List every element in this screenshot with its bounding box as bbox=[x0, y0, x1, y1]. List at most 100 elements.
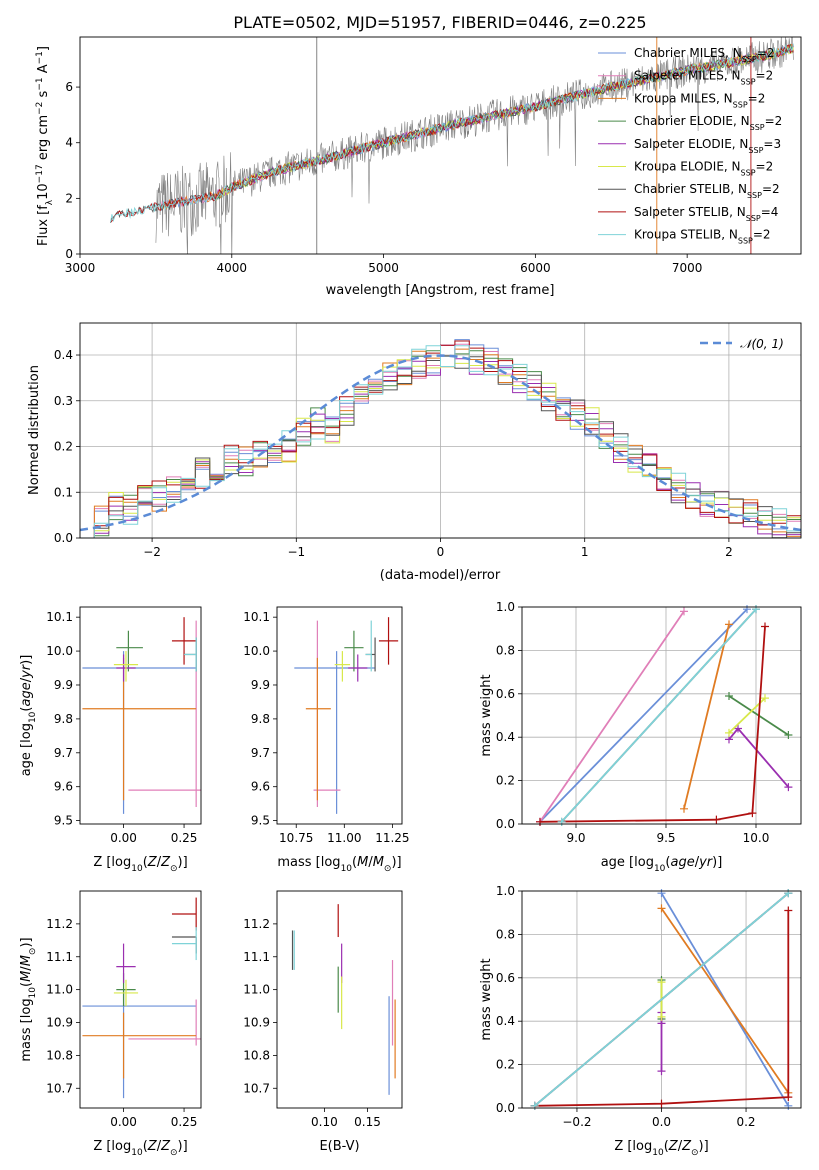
x-tick-label: 1 bbox=[581, 545, 589, 559]
y-tick-label: 10.0 bbox=[243, 644, 270, 658]
x-tick-label: 0.0 bbox=[652, 1115, 671, 1129]
y-tick-label: 9.6 bbox=[251, 780, 270, 794]
weight-marker bbox=[725, 728, 733, 737]
y-tick-label: 0.2 bbox=[496, 774, 515, 788]
y-tick-label: 0 bbox=[65, 247, 73, 261]
legend-entry: Salpeter MILES, NSSP=2 bbox=[634, 69, 773, 87]
weight-marker bbox=[712, 815, 721, 824]
weight-marker bbox=[743, 605, 751, 614]
x-tick-label: −1 bbox=[287, 545, 305, 559]
y-tick-label: 6 bbox=[65, 80, 73, 94]
axes-frame bbox=[79, 322, 802, 539]
y-tick-label: 10.7 bbox=[243, 1081, 270, 1095]
weight-vs-metallicity-panel: −0.2 0.0 0.2 0.0 0.2 0.4 0.6 0.8 1.0 Z [log10(Z/Z… bbox=[479, 884, 802, 1158]
weight-line bbox=[560, 608, 757, 823]
y-tick-label: 9.9 bbox=[54, 678, 73, 692]
weight-marker bbox=[748, 809, 757, 818]
y-tick-label: 9.8 bbox=[54, 712, 73, 726]
y-tick-label: 10.9 bbox=[46, 1016, 73, 1030]
x-tick-label: 9.5 bbox=[656, 831, 675, 845]
weight-vs-age-panel: 9.0 9.5 10.0 0.0 0.2 0.4 0.6 0.8 1.0 age [log10(a… bbox=[479, 600, 802, 874]
weight-marker bbox=[784, 731, 793, 740]
y-tick-label: 11.1 bbox=[243, 950, 270, 964]
weight-marker bbox=[536, 817, 544, 826]
y-tick-label: 0.8 bbox=[496, 643, 515, 657]
axes-frame bbox=[521, 890, 802, 1109]
weight-marker bbox=[784, 1093, 793, 1102]
x-tick-label: 3000 bbox=[65, 261, 96, 275]
histogram-step bbox=[80, 359, 801, 538]
weight-line bbox=[539, 610, 685, 823]
x-tick-label: 10.0 bbox=[743, 831, 770, 845]
y-tick-label: 9.9 bbox=[251, 678, 270, 692]
weight-line bbox=[660, 907, 790, 1094]
legend-entry: Kroupa STELIB, NSSP=2 bbox=[634, 228, 771, 246]
y-tick-label: 0.0 bbox=[54, 531, 73, 545]
x-tick-label: 0 bbox=[437, 545, 445, 559]
residuals-panel: −2 −1 0 1 2 0.0 0.1 0.2 0.3 0.4 𝒩(0, 1) (data-model… bbox=[27, 322, 802, 583]
weight-marker bbox=[530, 1101, 539, 1110]
x-tick-label: −2 bbox=[143, 545, 161, 559]
x-tick-label: 10.75 bbox=[279, 831, 313, 845]
weight-marker bbox=[657, 1099, 666, 1108]
x-tick-label: 11.00 bbox=[327, 831, 361, 845]
y-tick-label: 0.3 bbox=[54, 394, 73, 408]
data-spectrum bbox=[155, 37, 794, 254]
axes-frame bbox=[79, 890, 202, 1109]
y-tick-label: 10.7 bbox=[46, 1081, 73, 1095]
y-tick-label: 11.0 bbox=[243, 983, 270, 997]
x-tick-label: 4000 bbox=[217, 261, 248, 275]
y-tick-label: 10.1 bbox=[46, 610, 73, 624]
x-axis-label: mass [log10(M/M⊙)] bbox=[277, 855, 401, 874]
y-tick-label: 10.1 bbox=[243, 610, 270, 624]
weight-marker bbox=[680, 607, 688, 616]
x-tick-label: 6000 bbox=[520, 261, 551, 275]
weight-marker bbox=[752, 605, 760, 614]
weight-marker bbox=[657, 1067, 666, 1076]
spectrum-panel: 3000 4000 5000 6000 7000 0 2 4 6 Chabrier MILES, … bbox=[35, 36, 802, 298]
y-tick-label: 0.6 bbox=[496, 971, 515, 985]
x-axis-label: E(B-V) bbox=[319, 1139, 359, 1154]
legend-entry: Kroupa MILES, NSSP=2 bbox=[634, 91, 765, 109]
axes-frame bbox=[276, 890, 403, 1109]
weight-marker bbox=[761, 622, 769, 631]
axes-frame bbox=[79, 606, 202, 825]
age-vs-metallicity-panel: 0.00 0.25 9.5 9.6 9.7 9.8 9.9 10.0 10.1 Z [log10(… bbox=[19, 606, 202, 874]
weight-marker bbox=[725, 691, 733, 700]
normal-curve bbox=[80, 354, 801, 532]
y-tick-label: 11.2 bbox=[46, 917, 73, 931]
x-tick-label: 0.10 bbox=[311, 1115, 338, 1129]
weight-line bbox=[539, 608, 748, 823]
x-tick-label: −0.2 bbox=[562, 1115, 591, 1129]
legend-entry: Chabrier MILES, NSSP=2 bbox=[634, 46, 774, 64]
y-tick-label: 9.7 bbox=[251, 746, 270, 760]
mass-vs-ebv-panel: 0.10 0.15 10.7 10.8 10.9 11.0 11.1 11.2 E(B-V) bbox=[243, 890, 403, 1154]
legend-entry: Chabrier ELODIE, NSSP=2 bbox=[634, 114, 782, 132]
y-tick-label: 4 bbox=[65, 136, 73, 150]
age-vs-mass-panel: 10.75 11.00 11.25 9.5 9.6 9.7 9.8 9.9 10.0 10.1 ma… bbox=[243, 606, 410, 874]
x-axis-label: age [log10(age/yr)] bbox=[601, 855, 723, 874]
y-axis-label: Normed distribution bbox=[27, 365, 42, 495]
x-axis-label: (data-model)/error bbox=[380, 568, 501, 583]
weight-line bbox=[534, 892, 789, 1107]
y-tick-label: 2 bbox=[65, 191, 73, 205]
x-tick-label: 0.00 bbox=[110, 1115, 137, 1129]
y-tick-label: 10.9 bbox=[243, 1016, 270, 1030]
y-tick-label: 11.1 bbox=[46, 950, 73, 964]
y-tick-label: 10.0 bbox=[46, 644, 73, 658]
weight-marker bbox=[784, 906, 793, 915]
y-axis-label: Flux [fλ10−17 erg cm−2 s−1 A−1] bbox=[35, 46, 55, 246]
x-tick-label: 0.15 bbox=[354, 1115, 381, 1129]
axes-frame bbox=[521, 606, 802, 825]
legend-entry: Salpeter STELIB, NSSP=4 bbox=[634, 205, 778, 223]
weight-marker bbox=[657, 904, 666, 913]
weight-marker bbox=[734, 724, 742, 733]
legend-entry: Kroupa ELODIE, NSSP=2 bbox=[634, 160, 773, 178]
weight-line bbox=[534, 910, 790, 1107]
weight-marker bbox=[657, 1012, 666, 1021]
legend-entry: 𝒩(0, 1) bbox=[740, 337, 784, 351]
weight-line bbox=[539, 626, 766, 823]
x-tick-label: 5000 bbox=[368, 261, 399, 275]
legend-entry: Chabrier STELIB, NSSP=2 bbox=[634, 182, 780, 200]
axes-frame bbox=[276, 606, 403, 825]
